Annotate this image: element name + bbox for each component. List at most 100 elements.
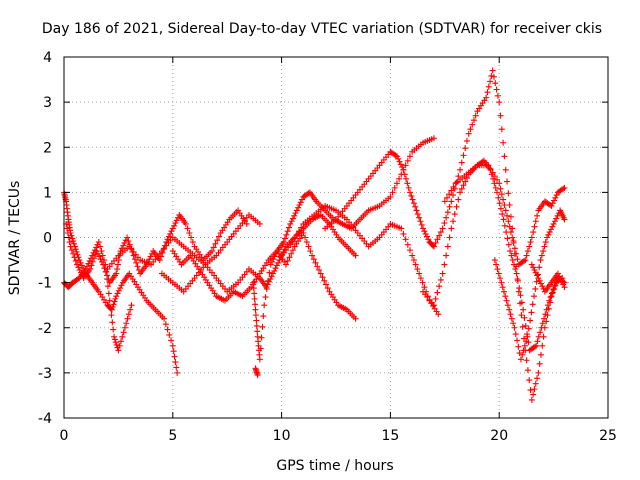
- data-point: [489, 67, 496, 74]
- data-point: [257, 345, 264, 352]
- data-point: [243, 220, 250, 227]
- data-point: [96, 253, 103, 260]
- data-point: [113, 270, 120, 277]
- data-point: [551, 283, 558, 290]
- data-point: [88, 262, 95, 269]
- data-point: [500, 288, 507, 295]
- data-point: [324, 285, 331, 292]
- data-point: [535, 333, 542, 340]
- x-tick-label: 5: [168, 428, 177, 444]
- data-point: [299, 196, 306, 203]
- data-point: [488, 72, 495, 79]
- y-tick-label: 4: [43, 50, 52, 66]
- data-point: [212, 240, 219, 247]
- data-point: [421, 284, 428, 291]
- data-point: [67, 243, 74, 250]
- series-sat-m: [528, 261, 568, 295]
- data-point: [186, 229, 193, 236]
- data-point: [101, 265, 108, 272]
- data-point: [273, 262, 280, 269]
- data-point: [269, 270, 276, 277]
- data-point: [124, 234, 131, 241]
- data-point: [188, 234, 195, 241]
- data-point: [85, 260, 92, 267]
- data-point: [260, 313, 267, 320]
- data-point: [448, 225, 455, 232]
- data-point: [500, 139, 507, 146]
- data-point: [533, 278, 540, 285]
- data-point: [404, 241, 411, 248]
- data-point: [520, 347, 527, 354]
- data-point: [76, 257, 83, 264]
- data-point: [495, 194, 502, 201]
- data-point: [412, 203, 419, 210]
- data-point: [534, 375, 541, 382]
- data-point: [251, 295, 258, 302]
- series-sat-l: [491, 207, 568, 363]
- axis-ticks: 0 5 10 15 20 25 -4 -3 -2 -1 0 1 2 3 4: [38, 50, 617, 444]
- data-point: [287, 220, 294, 227]
- data-point: [169, 225, 176, 232]
- data-point: [541, 315, 548, 322]
- data-point: [493, 261, 500, 268]
- data-point: [297, 199, 304, 206]
- data-point: [310, 256, 317, 263]
- data-point: [453, 203, 460, 210]
- data-point: [450, 183, 457, 190]
- data-point: [168, 337, 175, 344]
- data-point: [122, 237, 129, 244]
- series-sat-g: [250, 135, 437, 363]
- data-point: [268, 273, 275, 280]
- data-point: [419, 279, 426, 286]
- data-point: [117, 285, 124, 292]
- data-point: [111, 333, 118, 340]
- data-point: [406, 247, 413, 254]
- data-point: [74, 261, 81, 268]
- data-point: [521, 257, 528, 264]
- data-point: [494, 92, 501, 99]
- data-point: [528, 309, 535, 316]
- data-point: [497, 275, 504, 282]
- data-point: [392, 152, 399, 159]
- data-point: [430, 135, 437, 142]
- data-point: [288, 250, 295, 257]
- data-point: [530, 391, 537, 398]
- data-point: [502, 293, 509, 300]
- data-point: [495, 270, 502, 277]
- data-point: [414, 266, 421, 273]
- data-point: [284, 228, 291, 235]
- data-point: [540, 248, 547, 255]
- data-point: [450, 218, 457, 225]
- data-point: [259, 323, 266, 330]
- data-point: [492, 80, 499, 87]
- data-point: [518, 299, 525, 306]
- data-point: [528, 261, 535, 268]
- data-point: [549, 200, 556, 207]
- data-point: [215, 233, 222, 240]
- data-point: [76, 266, 83, 273]
- data-point: [395, 155, 402, 162]
- data-point: [270, 256, 277, 263]
- data-point: [508, 252, 515, 259]
- data-point: [552, 194, 559, 201]
- data-point: [525, 325, 532, 332]
- data-point: [531, 343, 538, 350]
- data-point: [317, 270, 324, 277]
- data-point: [484, 89, 491, 96]
- data-point: [121, 324, 128, 331]
- series-sat-f: [169, 229, 359, 322]
- data-point: [302, 234, 309, 241]
- data-point: [553, 192, 560, 199]
- data-point: [412, 261, 419, 268]
- data-point: [98, 258, 105, 265]
- data-point: [524, 333, 531, 340]
- series-sat-h: [278, 202, 442, 318]
- data-point: [531, 266, 538, 273]
- data-point: [396, 175, 403, 182]
- data-point: [68, 247, 75, 254]
- data-point: [133, 259, 140, 266]
- data-point: [285, 224, 292, 231]
- data-point: [499, 284, 506, 291]
- data-point: [536, 277, 543, 284]
